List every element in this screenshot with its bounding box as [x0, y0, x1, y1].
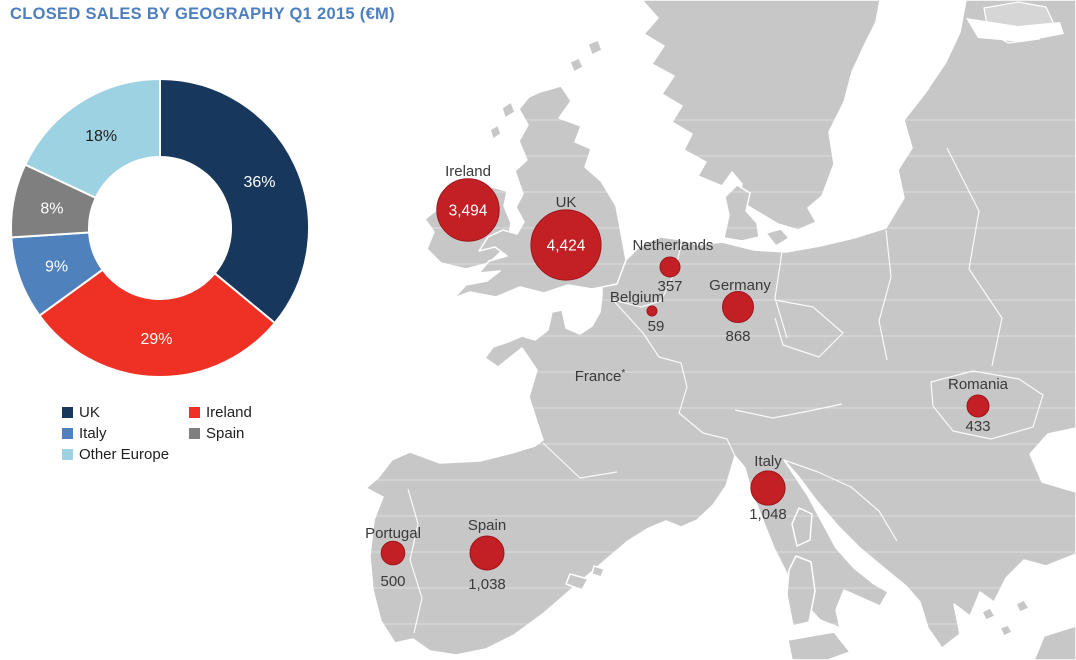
- bubble-value: 1,048: [749, 506, 787, 523]
- bubble-romania: [966, 394, 990, 418]
- land-continent: [365, 0, 1076, 656]
- bubble-spain: [469, 535, 505, 571]
- donut-svg: 36% 29% 9% 8% 18%: [10, 77, 310, 378]
- border-germany-poland: [774, 251, 788, 339]
- bubble-netherlands: [659, 256, 681, 278]
- land-danish-island: [765, 228, 790, 247]
- land-turkey-corner: [1033, 625, 1076, 660]
- land-shetland-icon: [587, 39, 603, 56]
- chart-title: CLOSED SALES BY GEOGRAPHY Q1 2015 (€M): [10, 5, 395, 23]
- bubble-italy: [750, 470, 786, 506]
- legend-item-other-europe: Other Europe: [62, 446, 189, 463]
- legend-item-ireland: Ireland: [189, 404, 252, 421]
- graticule: [330, 119, 1076, 625]
- legend-item-uk: UK: [62, 404, 189, 421]
- legend-swatch: [189, 428, 200, 439]
- legend-swatch: [62, 428, 73, 439]
- legend-swatch: [62, 407, 73, 418]
- legend-label: Italy: [79, 425, 107, 442]
- bubble-portugal: [380, 540, 406, 566]
- legend-label: Ireland: [206, 404, 252, 421]
- land-balearics: [565, 565, 605, 591]
- legend-label: Other Europe: [79, 446, 170, 463]
- donut-segment-uk: [159, 77, 310, 325]
- bubble-belgium: [646, 305, 658, 317]
- land-corsica: [791, 507, 813, 547]
- land-scandinavia: [641, 0, 881, 231]
- bubble-germany: [722, 291, 754, 323]
- land-layer: [365, 0, 1076, 660]
- land-orkney: [569, 57, 584, 73]
- land-sardinia: [786, 555, 816, 627]
- bubble-country-label: Belgium: [610, 289, 664, 306]
- donut-segment-value: 18%: [85, 128, 117, 145]
- legend-swatch: [62, 449, 73, 460]
- bubble-value: 59: [648, 318, 665, 335]
- bubble-country-label: Portugal: [365, 525, 421, 542]
- france-annotation: France*: [575, 368, 626, 385]
- land-denmark: [723, 184, 760, 242]
- legend: UK Ireland Italy Spain Other Europe: [62, 404, 252, 463]
- border-poland-east: [878, 229, 892, 361]
- legend-label: UK: [79, 404, 100, 421]
- border-czech: [774, 299, 844, 358]
- donut-chart: 36% 29% 9% 8% 18%: [10, 77, 310, 378]
- land-sicily: [787, 631, 851, 660]
- donut-segment-value: 8%: [40, 200, 63, 217]
- border-spain-france: [542, 442, 618, 479]
- border-east-europe: [946, 147, 1003, 367]
- bubble-country-label: Ireland: [445, 163, 491, 180]
- border-france-east: [612, 299, 736, 457]
- bubble-country-label: Romania: [948, 376, 1009, 393]
- border-romania: [930, 370, 1044, 440]
- border-portugal-spain: [407, 488, 423, 634]
- bubble-value: 868: [725, 328, 750, 345]
- legend-label: Spain: [206, 425, 245, 442]
- bubble-country-label: Netherlands: [633, 237, 714, 254]
- land-hebrides: [489, 101, 516, 140]
- country-borders: [407, 147, 1044, 634]
- legend-item-spain: Spain: [189, 425, 252, 442]
- legend-swatch: [189, 407, 200, 418]
- border-balkans: [783, 459, 898, 542]
- land-aegean-islands: [981, 599, 1030, 637]
- donut-segment-value: 9%: [45, 258, 68, 275]
- bubble-ireland: [436, 178, 500, 242]
- bubble-uk: [530, 209, 602, 281]
- bubble-country-label: Germany: [709, 277, 771, 294]
- bubble-value: 3,494: [449, 203, 488, 220]
- europe-map-svg: Ireland 3,494 UK 4,424 Netherlands 357Belgium…: [330, 0, 1076, 660]
- legend-item-italy: Italy: [62, 425, 189, 442]
- bubble-country-label: Italy: [754, 453, 782, 470]
- bubble-country-label: UK: [556, 194, 577, 211]
- gulf-of-finland: [966, 18, 1064, 42]
- bubble-country-label: Spain: [468, 517, 506, 534]
- donut-segment-ireland: [38, 268, 277, 378]
- donut-segment-value: 36%: [243, 174, 275, 191]
- donut-segment-value: 29%: [140, 331, 172, 348]
- bubble-layer: Ireland 3,494 UK 4,424 Netherlands 357Belgium…: [365, 163, 1009, 593]
- bubble-value: 1,038: [468, 576, 506, 593]
- donut-segment-other-europe: [23, 77, 161, 200]
- bubble-value: 4,424: [547, 238, 586, 255]
- border-alps: [734, 403, 843, 419]
- europe-map: Ireland 3,494 UK 4,424 Netherlands 357 Belgium…: [330, 0, 1076, 660]
- bubble-value: 500: [380, 573, 405, 590]
- bubble-value: 357: [657, 278, 682, 295]
- bubble-value: 433: [965, 418, 990, 435]
